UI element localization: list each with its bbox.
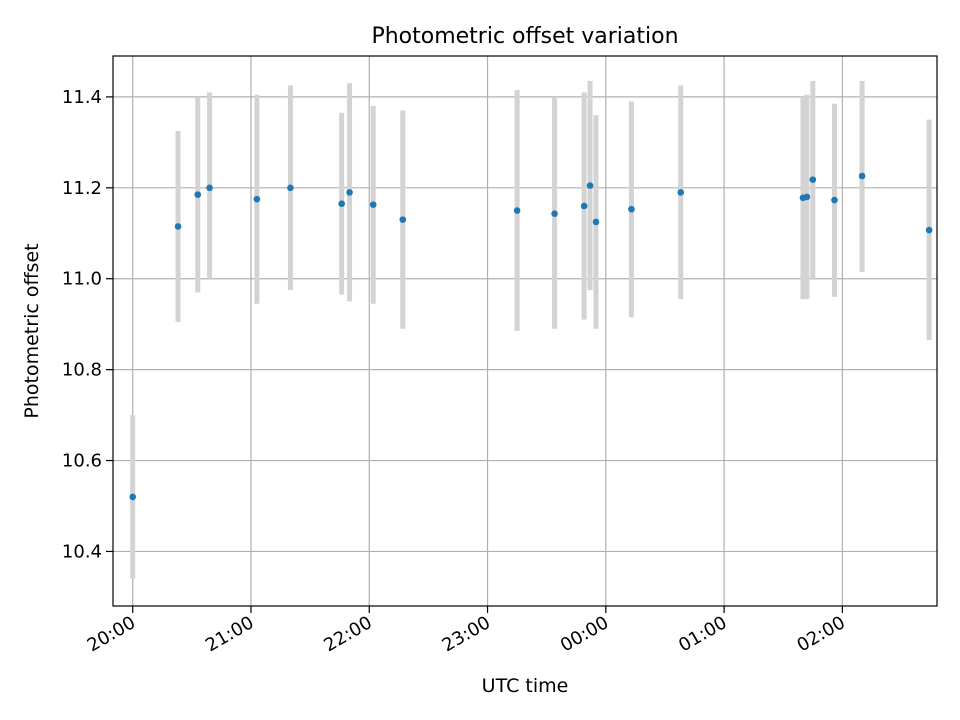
y-tick-label: 11.2 xyxy=(62,178,102,199)
x-tick-label: 00:00 xyxy=(557,612,612,656)
data-point xyxy=(803,193,811,201)
data-point xyxy=(206,184,213,192)
data-point xyxy=(551,210,558,218)
data-points xyxy=(129,172,933,501)
data-point xyxy=(399,216,407,223)
x-tick-label: 21:00 xyxy=(202,612,257,656)
data-point xyxy=(194,191,202,198)
y-tick-label: 10.8 xyxy=(62,360,102,381)
data-point xyxy=(677,189,685,196)
grid xyxy=(113,56,937,606)
x-axis-label: UTC time xyxy=(482,675,569,697)
data-point xyxy=(925,226,933,234)
y-tick-label: 10.6 xyxy=(62,451,102,472)
data-point xyxy=(628,205,635,213)
x-tick-label: 23:00 xyxy=(439,612,494,656)
data-point xyxy=(369,201,377,208)
data-point xyxy=(253,195,261,203)
data-point xyxy=(809,176,817,183)
data-point xyxy=(580,202,588,210)
x-tick-label: 22:00 xyxy=(320,612,375,656)
data-point xyxy=(831,196,838,204)
x-axis-ticks: 20:00 21:00 22:00 23:00 00:00 01:00 02:00 xyxy=(84,606,849,656)
y-axis-ticks: 10.4 10.6 10.8 11.0 11.2 11.4 xyxy=(62,87,113,562)
y-tick-label: 11.4 xyxy=(62,87,102,108)
data-point xyxy=(586,182,594,189)
x-tick-label: 02:00 xyxy=(793,612,848,656)
y-axis-label: Photometric offset xyxy=(21,243,43,418)
data-point xyxy=(174,223,182,230)
plot-frame xyxy=(112,55,938,607)
data-point xyxy=(592,218,600,226)
data-point xyxy=(129,493,137,501)
data-point xyxy=(858,172,866,180)
data-point xyxy=(338,200,345,208)
y-tick-label: 10.4 xyxy=(62,541,102,562)
data-point xyxy=(287,184,294,192)
x-tick-label: 20:00 xyxy=(84,612,139,656)
data-point xyxy=(513,207,521,214)
y-tick-label: 11.0 xyxy=(62,269,102,290)
error-bars xyxy=(130,81,932,579)
data-point xyxy=(346,189,353,196)
x-tick-label: 01:00 xyxy=(675,612,730,656)
chart-title: Photometric offset variation xyxy=(371,24,678,49)
